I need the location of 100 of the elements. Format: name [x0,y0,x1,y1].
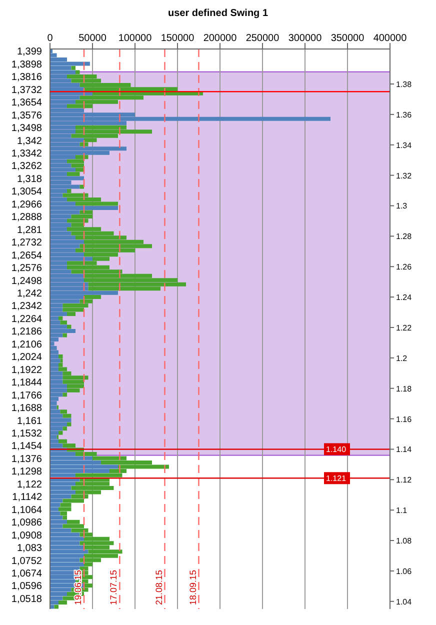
bar [50,371,63,376]
bar [50,392,63,397]
y-tick-label: 1,3054 [11,186,42,198]
x-tick-label: 250000 [246,33,280,44]
bar [50,146,126,151]
bar [58,507,72,512]
y2-tick-label: 1.14 [396,445,412,454]
bar [67,422,72,426]
ref-line-label: 21.08.15 [154,570,164,605]
y-tick-label: 1,2966 [11,199,42,210]
bar [50,282,88,286]
bar [50,138,84,142]
bar [50,184,80,189]
bar [50,244,80,248]
bar [50,376,63,380]
bar [50,401,57,406]
bar [50,362,58,367]
y-tick-label: 1,3654 [11,98,42,109]
y-tick-label: 1,1922 [11,364,42,376]
bar [88,282,186,286]
y2-tick-label: 1.06 [396,566,412,576]
bar [62,333,67,338]
y-tick-label: 1,1142 [12,492,42,504]
bar [50,604,54,609]
bar [50,231,72,236]
y2-tick-label: 1.38 [396,80,412,89]
bar [88,550,122,554]
y2-tick-label: 1.32 [396,171,412,180]
x-tick-label: 400000 [373,33,408,44]
y-tick-label: 1,2186 [11,326,42,338]
bar [50,312,67,316]
y-tick-label: 1,0908 [11,530,42,542]
ref-line-label: 19.06.15 [73,570,83,605]
bar [50,444,63,448]
ref-line-label: 1.140 [326,445,347,454]
bar [58,362,63,367]
bar [62,414,72,418]
bar [50,206,118,210]
bar [58,316,63,320]
y-tick-label: 1,1454 [11,441,42,452]
y-tick-label: 1,1532 [11,428,42,440]
bar [71,214,92,218]
bar [60,358,63,363]
y2-tick-label: 1.18 [396,384,412,394]
bar [50,516,63,520]
bar [62,516,67,520]
y2-tick-label: 1.08 [396,536,412,546]
bar [50,486,72,490]
y-tick-label: 1,122 [16,479,42,490]
bar [50,536,84,541]
bar [50,388,67,392]
y-tick-label: 1,399 [16,46,42,58]
bar [50,299,80,304]
bar [50,290,118,295]
bar [50,566,80,571]
y-tick-label: 1,0596 [11,581,42,592]
bar [67,388,80,392]
y-tick-label: 1,242 [16,288,42,300]
bar [50,350,58,354]
bar [50,82,80,87]
bar [50,520,67,524]
y-tick-label: 1,3342 [11,148,42,160]
x-tick-label: 0 [47,33,54,44]
bar [50,240,84,244]
ref-line-label: 18.09.15 [188,570,198,605]
y-tick-label: 1,2342 [11,301,42,312]
bar [58,430,63,435]
bar [80,541,114,546]
y-tick-label: 1,0674 [11,568,42,580]
bar [50,494,72,498]
y2-tick-label: 1.16 [396,414,412,424]
bar [50,274,84,278]
y-tick-label: 1,281 [16,224,42,236]
y2-tick-label: 1.34 [396,140,412,150]
y-tick-label: 1,1298 [11,466,42,478]
bar [50,464,118,469]
y-tick-label: 1,0518 [11,594,42,605]
bar [80,566,88,571]
bar [50,256,92,261]
y2-tick-label: 1.36 [396,110,412,120]
bar [50,329,76,333]
y-tick-label: 1,2264 [11,314,42,325]
bar [50,358,60,363]
y-tick-label: 1,161 [16,416,42,427]
bar [50,558,80,562]
bar [50,342,54,346]
y-tick-label: 1,342 [16,136,42,147]
y-tick-label: 1,2654 [11,250,42,262]
y-tick-label: 1,0752 [11,556,42,567]
bar [50,346,57,350]
bar [67,384,84,388]
y2-tick-label: 1.04 [396,597,412,606]
x-tick-label: 50000 [78,33,107,44]
bar [62,426,67,431]
bar [67,74,97,78]
x-tick-label: 300000 [288,33,322,44]
bar [67,218,88,223]
y-tick-label: 1,3898 [11,59,42,70]
bar [50,410,60,414]
y-tick-label: 1,0986 [11,518,42,529]
